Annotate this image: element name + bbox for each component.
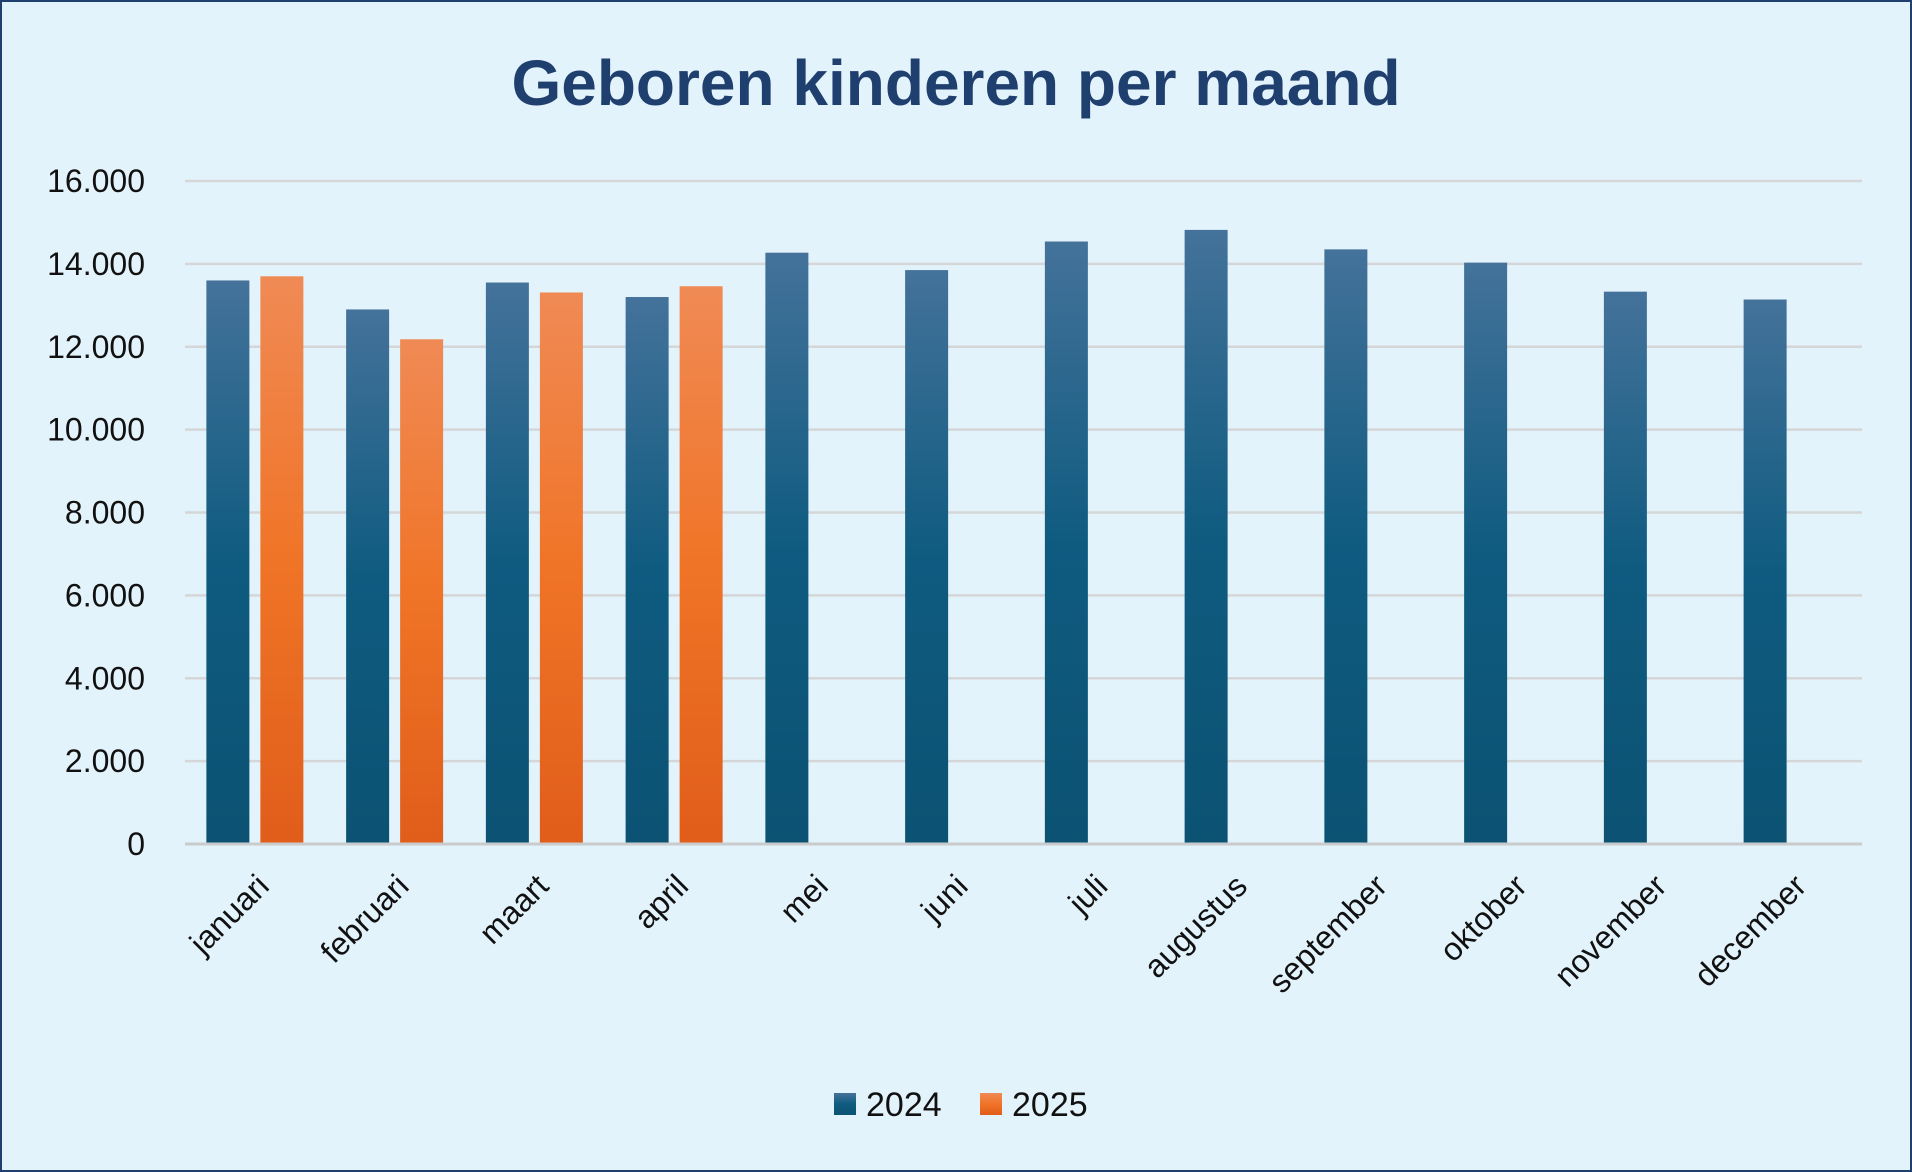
x-category-label: maart [472, 867, 555, 950]
y-tick-label: 14.000 [47, 246, 145, 282]
x-category-label: juni [913, 867, 974, 928]
bar-2025-maart [539, 292, 583, 844]
legend-swatch-2024 [834, 1093, 856, 1115]
x-category-label: augustus [1137, 867, 1254, 984]
y-tick-label: 2.000 [65, 743, 145, 779]
y-tick-label: 4.000 [65, 660, 145, 696]
y-tick-label: 8.000 [65, 495, 145, 531]
x-category-label: oktober [1433, 867, 1534, 968]
x-category-label: december [1687, 867, 1813, 993]
y-tick-label: 12.000 [47, 329, 145, 365]
x-category-label: november [1547, 867, 1673, 993]
bars [206, 229, 1787, 845]
bar-2024-oktober [1464, 262, 1508, 845]
bar-2024-juli [1044, 241, 1088, 844]
legend-label-2024: 2024 [866, 1086, 942, 1124]
bar-2025-februari [400, 339, 444, 844]
y-tick-label: 6.000 [65, 577, 145, 613]
x-category-label: juli [1060, 867, 1114, 921]
y-tick-label: 16.000 [47, 163, 145, 199]
y-tick-label: 0 [127, 826, 145, 862]
bar-2025-april [679, 286, 723, 845]
x-category-label: februari [313, 867, 415, 969]
legend: 2024 2025 [834, 1086, 1088, 1124]
bar-2024-maart [485, 282, 529, 845]
bar-2024-april [625, 297, 669, 844]
bar-2024-september [1324, 249, 1368, 844]
x-category-label: september [1261, 867, 1394, 1000]
legend-label-2025: 2025 [1012, 1086, 1088, 1124]
gridlines [185, 179, 1862, 763]
x-category-label: april [627, 867, 695, 935]
bar-2024-augustus [1184, 229, 1228, 845]
bar-2024-december [1743, 299, 1787, 845]
y-tick-label: 10.000 [47, 412, 145, 448]
x-category-label: januari [182, 867, 276, 961]
bar-2025-januari [260, 276, 304, 844]
bar-2024-februari [346, 309, 390, 844]
x-category-label: mei [773, 867, 835, 929]
bar-2024-november [1603, 291, 1647, 844]
chart-title: Geboren kinderen per maand [511, 47, 1400, 119]
bar-2024-juni [905, 270, 949, 844]
bar-2024-mei [765, 252, 809, 844]
y-axis-ticks: 0 2.000 4.000 6.000 8.000 10.000 12.000 14.000 1… [47, 163, 145, 862]
legend-swatch-2025 [980, 1093, 1002, 1115]
x-axis-categories: januari februari maart april mei juni juli augu… [182, 867, 1814, 1000]
bar-2024-januari [206, 280, 250, 844]
